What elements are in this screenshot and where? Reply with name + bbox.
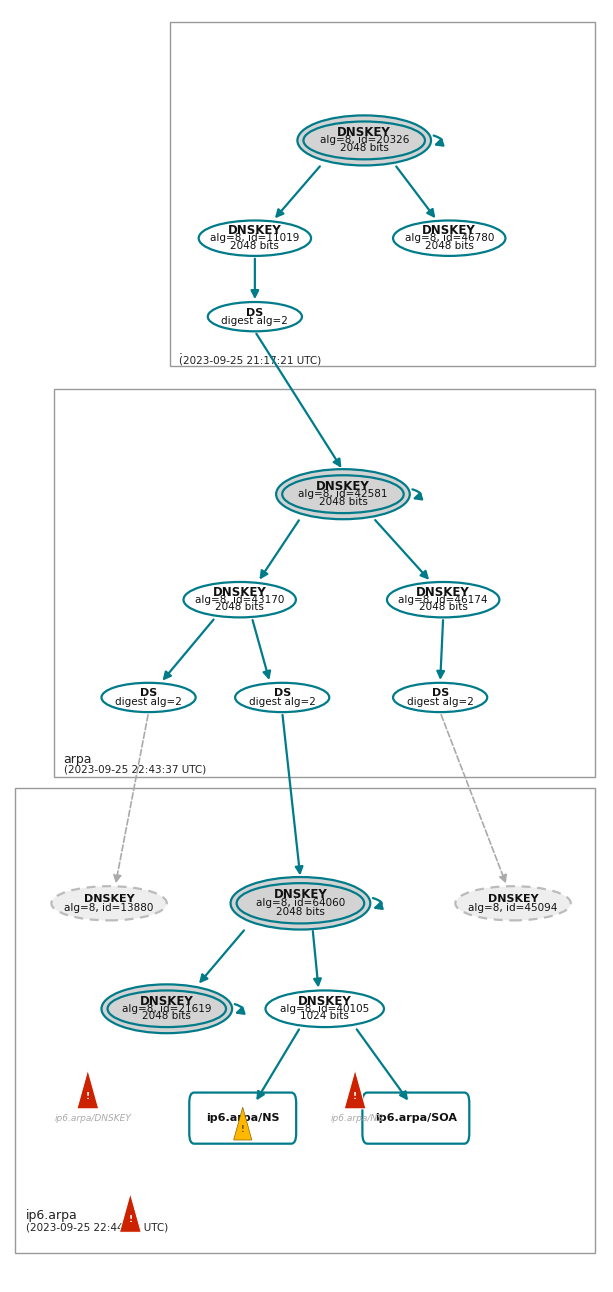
Ellipse shape [199,221,311,256]
Text: arpa: arpa [64,753,92,766]
Text: ip6.arpa/NS: ip6.arpa/NS [331,1114,384,1123]
Text: DNSKEY: DNSKEY [213,585,267,598]
Text: DNSKEY: DNSKEY [416,585,470,598]
Text: DNSKEY: DNSKEY [228,225,282,238]
Text: 2048 bits: 2048 bits [319,497,367,508]
Text: digest alg=2: digest alg=2 [249,696,316,707]
Text: (2023-09-25 22:43:37 UTC): (2023-09-25 22:43:37 UTC) [64,765,206,774]
Text: alg=8, id=13880: alg=8, id=13880 [64,903,154,913]
Text: !: ! [241,1125,245,1134]
Text: ip6.arpa/DNSKEY: ip6.arpa/DNSKEY [55,1114,131,1123]
Ellipse shape [393,682,487,712]
Text: alg=8, id=42581: alg=8, id=42581 [298,490,387,499]
Text: alg=8, id=40105: alg=8, id=40105 [280,1004,370,1014]
Text: 2048 bits: 2048 bits [230,240,280,251]
Text: alg=8, id=20326: alg=8, id=20326 [319,136,409,146]
Text: DS: DS [273,689,291,699]
FancyBboxPatch shape [362,1093,470,1143]
Text: alg=8, id=46780: alg=8, id=46780 [405,233,494,243]
FancyBboxPatch shape [189,1093,296,1143]
Polygon shape [234,1107,252,1140]
Text: ip6.arpa: ip6.arpa [26,1209,78,1222]
Polygon shape [120,1193,141,1233]
Text: digest alg=2: digest alg=2 [115,696,182,707]
Text: ip6.arpa/NS: ip6.arpa/NS [206,1114,280,1123]
Text: DNSKEY: DNSKEY [84,894,134,903]
Ellipse shape [183,581,296,618]
Ellipse shape [276,469,409,519]
Text: .: . [179,344,183,357]
Text: !: ! [353,1092,357,1101]
Text: alg=8, id=11019: alg=8, id=11019 [210,233,300,243]
Ellipse shape [265,991,384,1027]
Bar [15,788,595,1253]
Ellipse shape [303,121,425,159]
Ellipse shape [297,115,431,165]
Text: !: ! [86,1092,90,1101]
Ellipse shape [102,985,232,1034]
Ellipse shape [208,302,302,331]
Ellipse shape [282,475,404,513]
Text: (2023-09-25 21:17:21 UTC): (2023-09-25 21:17:21 UTC) [179,355,321,366]
Text: DNSKEY: DNSKEY [488,894,538,903]
Text: (2023-09-25 22:44:19 UTC): (2023-09-25 22:44:19 UTC) [26,1222,168,1233]
Ellipse shape [237,884,364,924]
Text: DS: DS [432,689,449,699]
Text: DS: DS [140,689,157,699]
Ellipse shape [393,221,506,256]
Text: 1024 bits: 1024 bits [300,1012,349,1022]
Text: alg=8, id=43170: alg=8, id=43170 [195,594,284,605]
Polygon shape [344,1070,366,1109]
Ellipse shape [235,682,329,712]
Ellipse shape [107,991,226,1027]
Bar [170,22,595,366]
Text: 2048 bits: 2048 bits [215,602,264,612]
Text: DNSKEY: DNSKEY [298,995,352,1008]
Text: alg=8, id=64060: alg=8, id=64060 [256,898,345,908]
Ellipse shape [102,682,196,712]
Ellipse shape [455,886,571,920]
Ellipse shape [51,886,167,920]
Text: alg=8, id=46174: alg=8, id=46174 [398,594,488,605]
Text: 2048 bits: 2048 bits [425,240,474,251]
Text: 2048 bits: 2048 bits [276,907,325,917]
Text: ip6.arpa/SOA: ip6.arpa/SOA [375,1114,457,1123]
Ellipse shape [230,877,370,929]
Text: alg=8, id=45094: alg=8, id=45094 [468,903,558,913]
Text: 2048 bits: 2048 bits [340,143,389,154]
Text: DS: DS [246,307,264,318]
Text: alg=8, id=21619: alg=8, id=21619 [122,1004,211,1014]
Text: DNSKEY: DNSKEY [140,995,194,1008]
Text: DNSKEY: DNSKEY [337,127,391,140]
Bar [55,389,595,778]
Text: DNSKEY: DNSKEY [316,479,370,492]
Text: digest alg=2: digest alg=2 [406,696,474,707]
Polygon shape [77,1070,99,1109]
Ellipse shape [387,581,500,618]
Text: digest alg=2: digest alg=2 [221,315,288,326]
Text: !: ! [128,1214,132,1224]
Text: DNSKEY: DNSKEY [422,225,476,238]
Text: 2048 bits: 2048 bits [142,1012,191,1022]
Text: 2048 bits: 2048 bits [419,602,468,612]
Text: DNSKEY: DNSKEY [273,889,327,902]
